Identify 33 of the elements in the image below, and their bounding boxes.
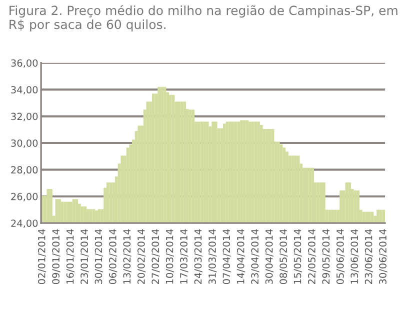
x-tick-label: 30/01/2014: [94, 229, 103, 284]
x-tick-label: 08/05/2014: [280, 229, 288, 284]
x-tick-label: 24/03/2014: [194, 229, 202, 284]
y-tick-label: 26,00: [11, 192, 38, 202]
y-tick-label: 30,00: [11, 139, 38, 148]
x-tick-label: 06/02/2014: [109, 229, 118, 284]
x-tick-label: 22/05/2014: [308, 229, 316, 284]
chart-title: Figura 2. Preço médio do milho na região de Campinas-SP, em R$ por saca de 60 quilos.: [10, 4, 398, 32]
x-tick-label: 20/02/2014: [137, 229, 146, 284]
x-tick-label: 23/01/2014: [80, 229, 89, 284]
x-tick-label: 29/05/2014: [322, 229, 330, 284]
x-tick-label: 23/04/2014: [251, 229, 260, 284]
x-tick-label: 17/03/2014: [180, 229, 188, 284]
y-tick-label: 24,00: [11, 220, 38, 228]
y-tick-label: 28,00: [11, 166, 38, 175]
x-tick-label: 16/01/2014: [66, 229, 74, 284]
y-tick-label: 36,00: [11, 59, 38, 68]
x-tick-label: 31/03/2014: [208, 229, 217, 284]
x-tick-label: 30/06/2014: [379, 229, 388, 284]
x-tick-label: 05/06/2014: [336, 229, 345, 284]
y-tick-label: 34,00: [11, 86, 38, 94]
x-tick-label: 10/03/2014: [166, 229, 174, 284]
x-tick-label: 14/04/2014: [236, 229, 246, 284]
x-tick-label: 13/06/2014: [350, 229, 359, 284]
x-tick-label: 27/02/2014: [152, 229, 160, 284]
x-tick-label: 30/04/2014: [265, 229, 274, 284]
y-tick-label: 32,00: [11, 112, 38, 122]
x-tick-label: 07/04/2014: [222, 229, 231, 284]
x-tick-label: 09/01/2014: [52, 229, 60, 284]
x-tick-label: 23/06/2014: [364, 229, 374, 284]
x-tick-label: 15/05/2014: [294, 229, 302, 284]
x-tick-label: 13/02/2014: [123, 229, 132, 284]
x-tick-label: 02/01/2014: [38, 229, 46, 284]
